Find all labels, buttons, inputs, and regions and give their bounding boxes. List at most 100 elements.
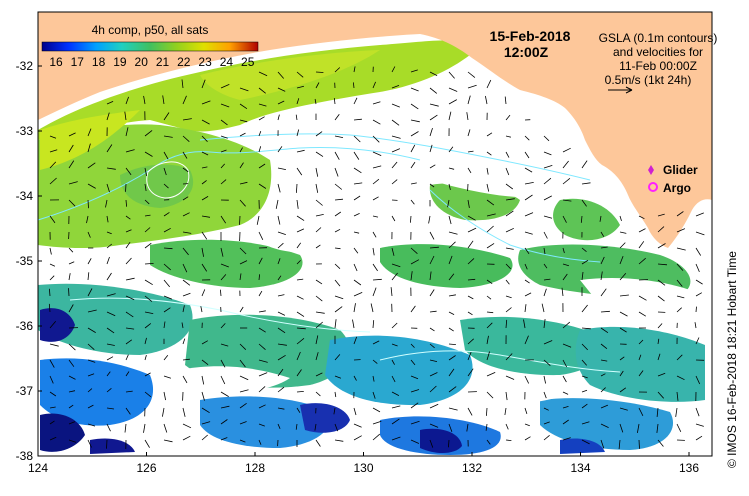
velocity-arrow (220, 103, 230, 108)
velocity-arrow (49, 275, 55, 281)
land-mass (38, 12, 712, 248)
velocity-arrow (486, 322, 493, 329)
velocity-arrow (486, 407, 488, 416)
velocity-arrow (524, 407, 528, 415)
velocity-arrow (372, 407, 381, 413)
velocity-arrow (334, 183, 343, 190)
velocity-arrow (372, 151, 382, 156)
velocity-arrow (372, 375, 375, 382)
velocity-arrow (543, 278, 551, 281)
velocity-arrow (562, 375, 567, 383)
velocity-arrow (372, 340, 380, 345)
velocity-arrow (372, 101, 381, 105)
velocity-arrow (486, 351, 490, 361)
velocity-arrow (105, 199, 108, 208)
velocity-arrow (562, 391, 569, 395)
velocity-arrow (181, 322, 184, 329)
velocity-arrow (429, 439, 434, 448)
velocity-arrow (600, 327, 609, 334)
velocity-arrow (505, 198, 515, 201)
velocity-arrow (504, 407, 507, 416)
velocity-arrow (239, 343, 247, 350)
velocity-arrow (182, 292, 191, 297)
velocity-arrow (429, 144, 433, 153)
velocity-arrow (695, 212, 704, 217)
velocity-arrow (258, 87, 266, 94)
velocity-arrow (391, 215, 396, 222)
velocity-arrow (619, 387, 627, 393)
velocity-arrow (353, 407, 357, 416)
argo-marker-icon (648, 182, 658, 192)
latitude-tick-labels: -32 -33 -34 -35 -36 -37 -38 (16, 59, 42, 463)
velocity-arrow (467, 95, 471, 105)
colorbar-title: 4h comp, p50, all sats (92, 23, 209, 37)
velocity-arrow (543, 165, 553, 169)
velocity-arrow (125, 183, 127, 192)
velocity-arrow (600, 271, 603, 281)
velocity-arrows (48, 66, 705, 450)
velocity-arrow (106, 101, 114, 105)
velocity-arrow (448, 183, 451, 190)
velocity-arrow (106, 327, 115, 334)
velocity-arrow (143, 423, 146, 433)
velocity-arrow (106, 215, 109, 223)
velocity-arrow (277, 343, 287, 346)
velocity-arrow (200, 306, 203, 313)
longitude-tick-label: 132 (462, 461, 482, 475)
velocity-arrow (410, 271, 413, 281)
velocity-arrow (201, 151, 209, 156)
velocity-arrow (334, 354, 341, 361)
velocity-arrow (87, 128, 92, 137)
velocity-arrow (486, 225, 494, 233)
velocity-arrow (656, 423, 659, 433)
velocity-arrow (638, 215, 645, 220)
velocity-arrow (505, 439, 512, 441)
velocity-arrow (467, 351, 472, 361)
velocity-arrow (372, 81, 376, 89)
velocity-arrow (448, 343, 456, 345)
velocity-arrow (334, 113, 340, 121)
velocity-arrow (505, 353, 513, 361)
velocity-arrow (296, 167, 303, 176)
velocity-arrow (467, 311, 473, 316)
velocity-arrow (599, 215, 602, 222)
velocity-arrow (600, 373, 606, 377)
velocity-arrow (391, 322, 398, 329)
velocity-arrow (619, 215, 622, 222)
velocity-arrow (68, 261, 75, 265)
velocity-arrow (657, 353, 661, 361)
velocity-arrow (657, 213, 665, 217)
velocity-arrow (106, 231, 112, 235)
velocity-arrow (144, 199, 150, 205)
velocity-arrow (258, 343, 266, 351)
velocity-arrow (239, 132, 246, 137)
velocity-arrow (49, 406, 56, 409)
velocity-arrow (277, 167, 286, 170)
velocity-arrow (543, 391, 547, 399)
velocity-arrow (448, 294, 456, 297)
velocity-arrow (220, 289, 222, 297)
velocity-arrow (391, 119, 400, 126)
velocity-arrow (391, 375, 396, 383)
velocity-arrow (581, 182, 591, 185)
velocity-arrow (106, 387, 112, 393)
velocity-arrow (296, 242, 302, 249)
colorbar-gradient (41, 41, 259, 52)
velocity-arrow (352, 319, 355, 329)
velocity-arrow (543, 263, 548, 269)
velocity-arrow (315, 151, 324, 157)
velocity-arrow (353, 247, 359, 254)
velocity-arrow (87, 183, 96, 189)
velocity-arrow (49, 263, 56, 267)
velocity-arrow (581, 199, 587, 207)
velocity-arrow (562, 215, 567, 223)
velocity-arrow (372, 320, 375, 329)
velocity-arrow (125, 257, 132, 265)
velocity-arrow (49, 375, 54, 384)
velocity-arrow (125, 327, 135, 330)
velocity-arrow (694, 322, 697, 329)
colorbar-tick-label: 23 (198, 55, 212, 69)
velocity-arrow (695, 375, 701, 385)
velocity-arrow (353, 231, 360, 234)
velocity-arrow (125, 127, 129, 137)
